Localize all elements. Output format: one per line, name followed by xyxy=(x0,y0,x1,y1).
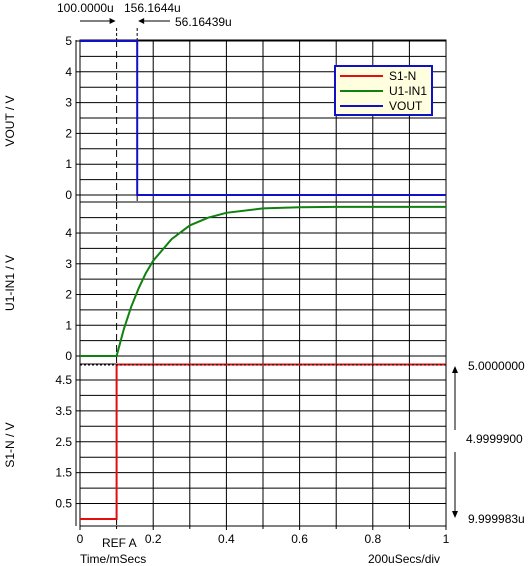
cursor-b-arrowhead xyxy=(138,18,145,24)
y-axis-label: VOUT / V xyxy=(3,95,17,146)
x-tick-label: 0.8 xyxy=(364,532,381,546)
right-scale-top: 5.0000000 xyxy=(468,359,525,373)
y-tick-label: 3 xyxy=(65,96,72,110)
cursor-a-arrowhead xyxy=(109,18,116,24)
y-tick-label: 3 xyxy=(65,257,72,271)
cursor-readouts: 100.0000u 156.1644u 56.16439u xyxy=(57,1,232,40)
x-axis-label: Time/mSecs xyxy=(80,552,146,566)
y-tick-label: 1.5 xyxy=(55,466,72,480)
y-tick-label: 1 xyxy=(65,318,72,332)
panel-1: 0 1 2 3 4 5 VOUT / V xyxy=(3,34,447,203)
y-tick-label: 2 xyxy=(65,126,72,140)
legend-entry-label: U1-IN1 xyxy=(389,84,427,98)
right-scale-bottom: 9.999983u xyxy=(468,512,525,526)
panel-2: 0 1 2 3 4 U1-IN1 / V xyxy=(3,201,447,365)
cursor-a-readout: 100.0000u xyxy=(57,1,114,15)
cursor-b-readout: 156.1644u xyxy=(124,1,181,15)
reference-label: REF A xyxy=(102,536,137,550)
y-axis-label: U1-IN1 / V xyxy=(3,255,17,311)
y-tick-label: 4.5 xyxy=(55,373,72,387)
legend-entry-label: VOUT xyxy=(389,99,423,113)
y-axis-label: S1-N / V xyxy=(3,422,17,467)
time-scale-label: 200uSecs/div xyxy=(368,552,440,566)
x-tick-label: 0 xyxy=(77,532,84,546)
x-tick-label: 0.4 xyxy=(218,532,235,546)
right-scale-arrows xyxy=(452,366,458,518)
y-tick-label: 0 xyxy=(65,188,72,202)
x-tick-label: 0.6 xyxy=(291,532,308,546)
y-tick-label: 1 xyxy=(65,157,72,171)
plot-panels: 0 1 2 3 4 5 VOUT / V 0 1 2 3 4 U1-IN1 / V 0.5 1.5 2.5 3.… xyxy=(3,34,450,546)
x-tick-label: 1 xyxy=(443,532,450,546)
y-tick-label: 3.5 xyxy=(55,404,72,418)
y-tick-label: 5 xyxy=(65,34,72,48)
y-tick-label: 2.5 xyxy=(55,435,72,449)
right-arrow-down-head xyxy=(452,511,458,518)
y-tick-label: 2 xyxy=(65,288,72,302)
right-scale: 5.0000000 4.9999900 9.999983u xyxy=(452,359,525,526)
y-tick-label: 4 xyxy=(65,226,72,240)
right-arrow-up-head xyxy=(452,366,458,373)
y-tick-label: 0 xyxy=(65,349,72,363)
series-vout-line xyxy=(80,40,446,196)
x-tick-label: 0.2 xyxy=(145,532,162,546)
cursor-delta-readout: 56.16439u xyxy=(175,15,232,29)
y-tick-label: 0.5 xyxy=(55,497,72,511)
right-scale-middle: 4.9999900 xyxy=(466,432,523,446)
panel-3: 0.5 1.5 2.5 3.5 4.5 S1-N / V 0 0.2 0.4 0.6 0.8 1 xyxy=(3,363,450,546)
y-tick-label: 4 xyxy=(65,65,72,79)
cursor-arrows xyxy=(80,18,170,40)
series-u1-in1-line xyxy=(80,205,446,357)
legend-entry-label: S1-N xyxy=(389,69,416,83)
